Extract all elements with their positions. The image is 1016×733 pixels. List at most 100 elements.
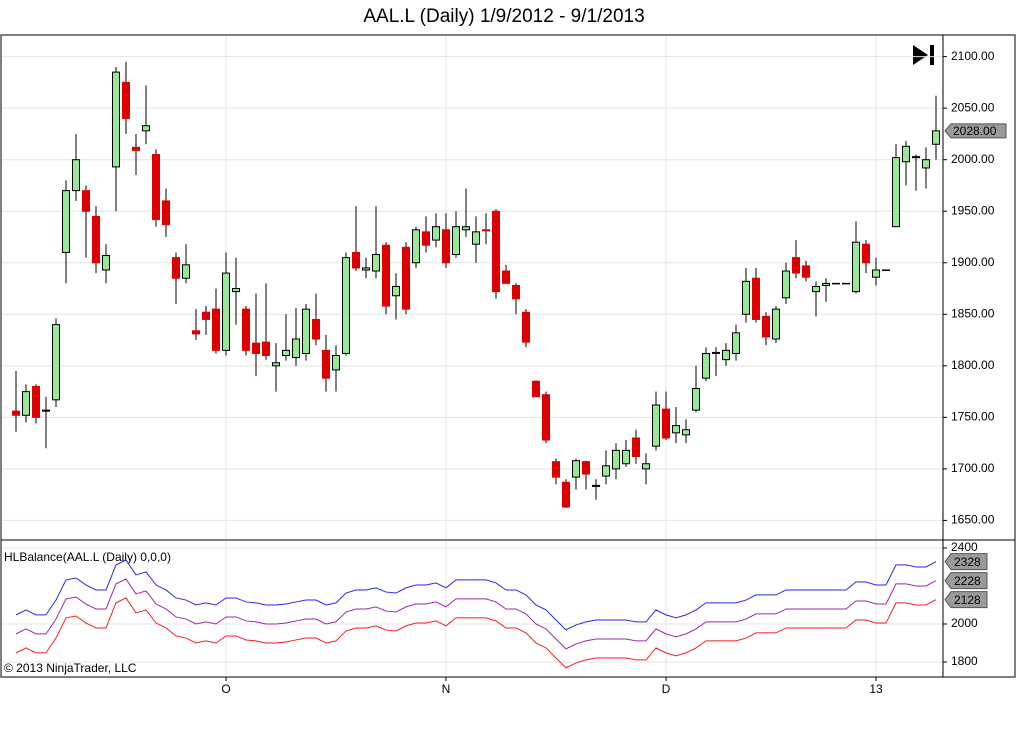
candle-body (362, 267, 370, 271)
last-value-label: 2128 (954, 593, 981, 607)
candle-body (132, 146, 140, 151)
candle-body (832, 282, 840, 285)
candle-body (92, 215, 100, 264)
x-tick-label: O (221, 682, 230, 696)
x-tick-label: 13 (869, 682, 883, 696)
candle-body (712, 351, 720, 354)
x-tick-label: N (442, 682, 451, 696)
y-tick-label: 1700.00 (951, 461, 995, 475)
candle-body (782, 270, 790, 299)
candle-body (932, 130, 940, 145)
y-tick-label: 1800 (951, 654, 978, 668)
y-tick-label: 1950.00 (951, 203, 995, 217)
candle-body (152, 154, 160, 220)
candle-body (392, 285, 400, 297)
candle-body (612, 449, 620, 470)
candle-body (492, 210, 500, 293)
copyright: © 2013 NinjaTrader, LLC (4, 661, 137, 675)
candle-body (142, 125, 150, 132)
candle-body (762, 315, 770, 338)
last-value-label: 2228 (954, 574, 981, 588)
last-value-marker (944, 572, 988, 590)
indicator-line (15, 559, 937, 631)
last-value-label: 2328 (954, 555, 981, 569)
scroll-end-icon[interactable] (913, 45, 934, 65)
candle-body (262, 341, 270, 357)
y-tick-label: 2000.00 (951, 152, 995, 166)
candle-body (322, 349, 330, 379)
candle-body (752, 277, 760, 320)
indicator-line (15, 597, 937, 669)
candle-body (412, 229, 420, 264)
indicator-title: HLBalance(AAL.L (Daily) 0,0,0) (4, 550, 171, 564)
y-tick-label: 2100.00 (951, 49, 995, 63)
candle-body (302, 308, 310, 354)
candle-body (622, 449, 630, 465)
candle-body (272, 362, 280, 367)
candle-body (162, 200, 170, 226)
y-tick-label: 2050.00 (951, 100, 995, 114)
candle-body (172, 257, 180, 279)
candle-body (682, 429, 690, 436)
candle-body (882, 269, 890, 271)
candle-body (542, 394, 550, 441)
y-tick-label: 1850.00 (951, 306, 995, 320)
candle-body (382, 244, 390, 307)
y-tick-label: 2000 (951, 616, 978, 630)
chart-title: AAL.L (Daily) 1/9/2012 - 9/1/2013 (363, 6, 644, 27)
candle-body (452, 226, 460, 256)
candle-body (442, 229, 450, 264)
candle-body (82, 190, 90, 212)
candle-body (472, 231, 480, 245)
last-price-marker (944, 123, 1007, 139)
candle-body (502, 270, 510, 284)
candle-body (282, 349, 290, 357)
candle-body (182, 264, 190, 279)
candle-body (242, 308, 250, 351)
candle-body (802, 265, 810, 278)
candle-body (462, 226, 470, 231)
candle-body (32, 385, 40, 418)
candle-body (642, 463, 650, 470)
candle-body (22, 391, 30, 416)
play-icon[interactable] (913, 45, 928, 65)
last-value-marker (944, 553, 988, 571)
y-tick-label: 1650.00 (951, 513, 995, 527)
candle-body (332, 355, 340, 371)
candle-body (42, 409, 50, 412)
candle-body (122, 81, 130, 119)
candle-body (732, 332, 740, 354)
frame (0, 34, 1016, 678)
candle-body (742, 280, 750, 315)
candle-body (842, 282, 850, 285)
candle-body (402, 246, 410, 310)
candle-body (672, 425, 680, 434)
candle-body (292, 338, 300, 359)
y-tick-label: 1900.00 (951, 255, 995, 269)
candle-body (892, 157, 900, 228)
candle-body (872, 269, 880, 278)
last-value-marker (944, 591, 988, 609)
candle-body (232, 288, 240, 293)
candle-body (812, 285, 820, 293)
candle-body (12, 410, 20, 416)
candle-body (192, 330, 200, 335)
candle-body (112, 71, 120, 168)
candle-body (582, 461, 590, 475)
x-tick-label: D (662, 682, 671, 696)
candle-body (562, 481, 570, 508)
candle-body (72, 159, 80, 192)
candle-body (722, 349, 730, 361)
last-price-label: 2028.00 (953, 124, 997, 138)
candle-body (772, 308, 780, 340)
candle-body (52, 324, 60, 401)
candle-body (552, 461, 560, 478)
candle-body (212, 308, 220, 351)
candle-body (862, 243, 870, 264)
indicator-line (15, 578, 937, 650)
candle-body (632, 437, 640, 458)
candle-body (482, 229, 490, 232)
candle-body (252, 342, 260, 354)
end-bar[interactable] (930, 45, 934, 65)
candle-body (662, 408, 670, 439)
